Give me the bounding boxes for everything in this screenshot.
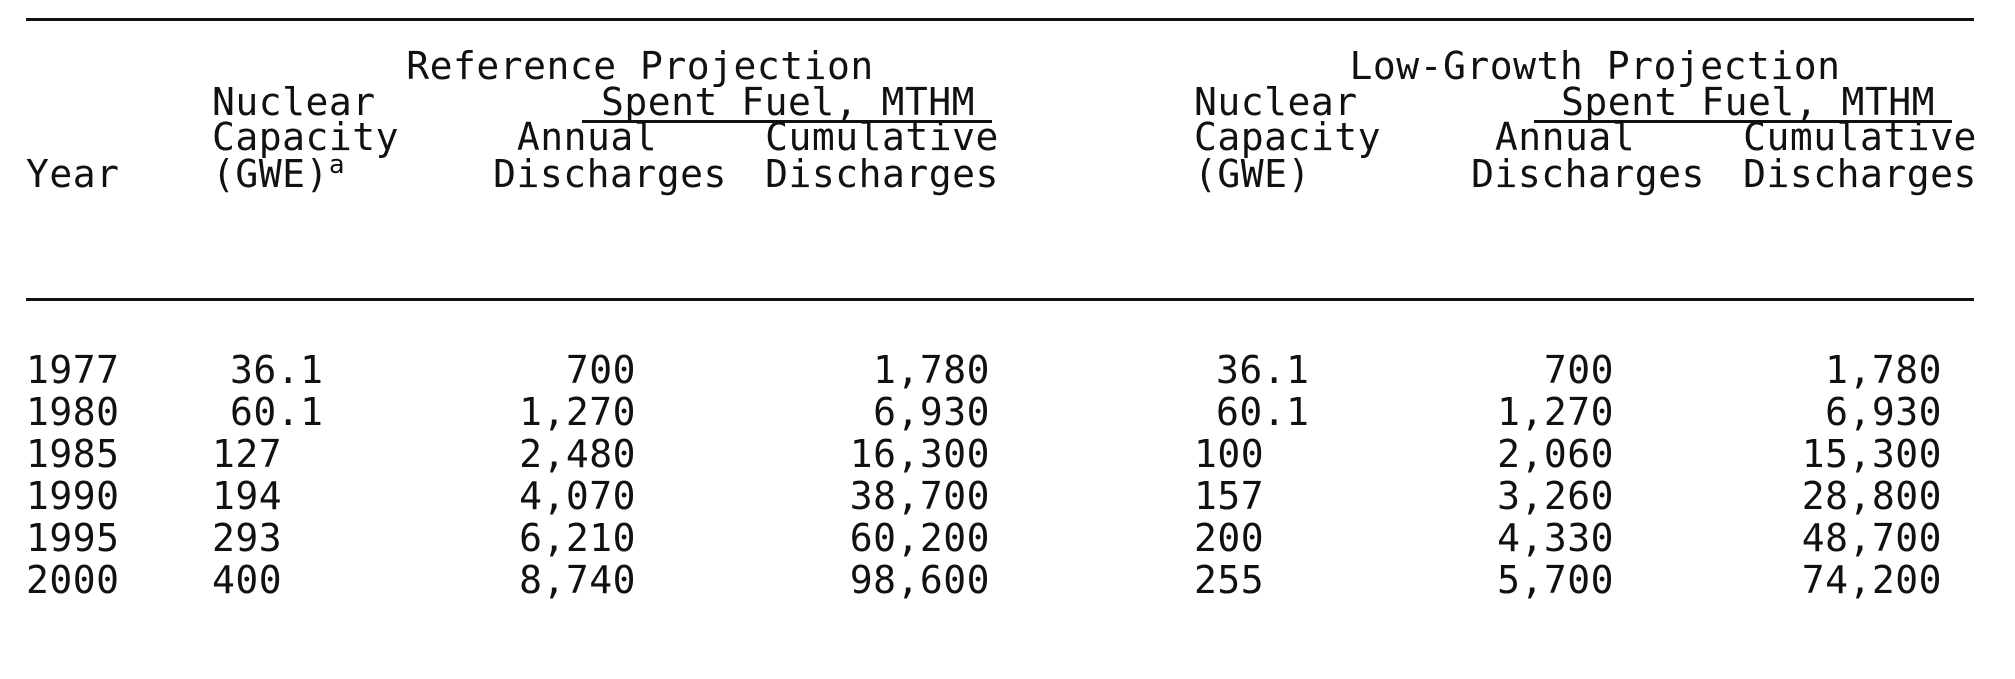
cell-low-cumulative: 1,780 [1825,348,1942,392]
cell-low-capacity: 157 [1194,474,1265,518]
cell-ref-capacity: 127 [212,432,283,476]
cell-low-cumulative: 6,930 [1825,390,1942,434]
header-bottom-rule [26,298,1974,301]
ref-capacity-label: Capacity [212,115,400,159]
cell-low-capacity: 200 [1194,516,1265,560]
cell-ref-cumulative: 98,600 [849,558,990,602]
cell-ref-annual: 2,480 [519,432,636,476]
footnote-marker: a [328,150,346,180]
low-cumulative-discharges-label: Discharges [1743,152,1977,196]
cell-low-cumulative: 74,200 [1801,558,1942,602]
reference-projection-header: Reference Projection [406,44,874,88]
ref-nuclear-label: Nuclear [212,80,376,124]
cell-low-capacity: 60.1 [1216,390,1310,434]
ref-annual-discharges-label: Discharges [493,152,727,196]
cell-ref-capacity: 36.1 [230,348,324,392]
cell-ref-cumulative: 1,780 [873,348,990,392]
cell-ref-annual: 700 [565,348,636,392]
cell-year: 2000 [26,558,120,602]
cell-low-annual: 2,060 [1497,432,1614,476]
low-spent-fuel-underline [1534,120,1952,123]
cell-ref-cumulative: 60,200 [849,516,990,560]
low-annual-label: Annual [1494,115,1636,159]
cell-ref-capacity: 194 [212,474,283,518]
ref-gwe-label: (GWE)a [212,150,346,196]
cell-year: 1995 [26,516,120,560]
cell-low-capacity: 255 [1194,558,1265,602]
top-rule [26,18,1974,21]
cell-ref-capacity: 293 [212,516,283,560]
cell-ref-annual: 1,270 [519,390,636,434]
cell-ref-cumulative: 38,700 [849,474,990,518]
cell-ref-capacity: 400 [212,558,283,602]
ref-spent-fuel-underline [582,120,992,123]
cell-year: 1977 [26,348,120,392]
year-column-header: Year [26,152,120,196]
cell-low-cumulative: 15,300 [1801,432,1942,476]
low-annual-discharges-label: Discharges [1471,152,1705,196]
cell-year: 1980 [26,390,120,434]
cell-ref-annual: 4,070 [519,474,636,518]
cell-ref-capacity: 60.1 [230,390,324,434]
cell-low-annual: 4,330 [1497,516,1614,560]
ref-spent-fuel-subheader: Spent Fuel, MTHM [600,80,976,124]
cell-low-annual: 700 [1543,348,1614,392]
low-capacity-label: Capacity [1194,115,1382,159]
cell-year: 1985 [26,432,120,476]
cell-low-annual: 3,260 [1497,474,1614,518]
cell-ref-cumulative: 16,300 [849,432,990,476]
cell-low-annual: 1,270 [1497,390,1614,434]
low-gwe-label: (GWE) [1194,152,1311,196]
ref-cumulative-discharges-label: Discharges [765,152,999,196]
cell-low-capacity: 100 [1194,432,1265,476]
ref-cumulative-label: Cumulative [765,115,999,159]
cell-low-cumulative: 48,700 [1801,516,1942,560]
cell-ref-cumulative: 6,930 [873,390,990,434]
cell-year: 1990 [26,474,120,518]
cell-low-cumulative: 28,800 [1801,474,1942,518]
cell-ref-annual: 8,740 [519,558,636,602]
low-cumulative-label: Cumulative [1743,115,1977,159]
cell-low-annual: 5,700 [1497,558,1614,602]
low-spent-fuel-subheader: Spent Fuel, MTHM [1560,80,1936,124]
cell-low-capacity: 36.1 [1216,348,1310,392]
low-nuclear-label: Nuclear [1194,80,1358,124]
cell-ref-annual: 6,210 [519,516,636,560]
ref-annual-label: Annual [516,115,658,159]
low-growth-projection-header: Low-Growth Projection [1349,44,1841,88]
